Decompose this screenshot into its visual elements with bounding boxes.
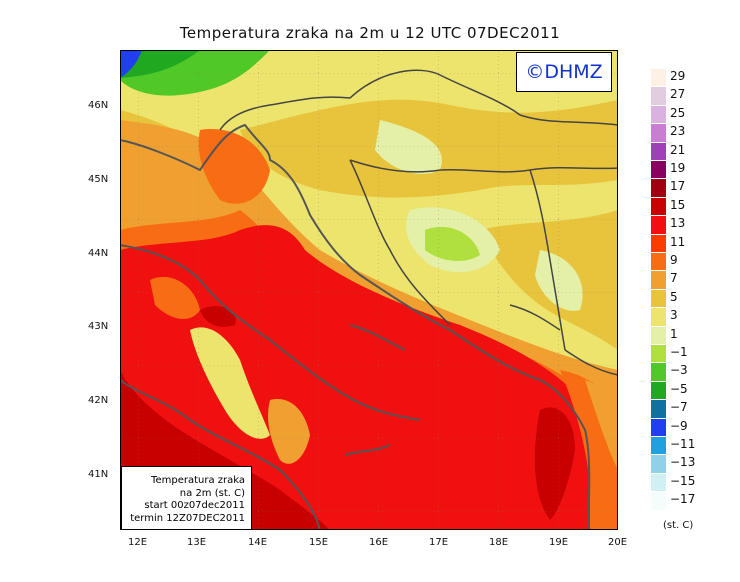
legend-label: −13	[670, 455, 696, 470]
legend-swatch	[651, 178, 666, 197]
info-line-3: start 00z07dec2011	[144, 500, 245, 511]
legend-label: −1	[670, 345, 688, 359]
lon-label: 14E	[248, 537, 268, 548]
lon-label: 19E	[549, 537, 569, 548]
legend-swatch	[651, 196, 666, 216]
lon-label: 20E	[608, 537, 628, 548]
legend-label: 23	[670, 124, 686, 139]
legend-label: 29	[670, 69, 686, 83]
legend-swatch	[651, 399, 666, 418]
lon-label: 16E	[369, 537, 389, 548]
legend-label: −17	[670, 492, 696, 507]
legend-swatch	[651, 436, 666, 455]
legend-unit: (st. C)	[663, 520, 694, 531]
info-box: Temperatura zraka na 2m (st. C) start 00…	[121, 466, 252, 530]
legend-swatch	[651, 123, 666, 142]
legend-swatch	[651, 215, 666, 234]
lat-label: 44N	[88, 248, 109, 259]
lat-label: 41N	[88, 469, 109, 480]
lon-label: 12E	[128, 537, 148, 548]
graticule	[120, 50, 618, 530]
legend-label: 17	[670, 179, 686, 194]
legend-swatch	[651, 160, 666, 179]
legend-swatch	[651, 68, 666, 87]
info-line-2: na 2m (st. C)	[179, 487, 245, 499]
coastlines	[120, 124, 591, 530]
legend-label: −11	[670, 437, 696, 451]
legend-swatch	[651, 86, 666, 105]
legend-label: −15	[670, 473, 696, 488]
legend-swatch	[651, 325, 666, 344]
borders	[219, 69, 618, 376]
lat-label: 45N	[88, 174, 109, 185]
lon-label: 18E	[489, 537, 509, 548]
legend-label: 5	[670, 289, 678, 304]
lat-label: 42N	[88, 395, 109, 406]
legend-swatch	[651, 288, 666, 308]
legend-swatch	[651, 417, 666, 436]
legend-swatch	[651, 491, 666, 510]
legend-label: 9	[670, 253, 678, 267]
lon-label: 17E	[429, 537, 449, 548]
legend-label: 25	[670, 105, 686, 120]
legend-swatch	[651, 362, 666, 381]
info-line-4: termin 12Z07DEC2011	[130, 512, 245, 524]
legend-label: 15	[670, 197, 686, 212]
legend-swatch	[651, 270, 666, 289]
legend-swatch	[651, 141, 666, 160]
lat-label: 43N	[88, 321, 109, 332]
legend-swatch	[651, 472, 666, 492]
legend-swatch	[651, 233, 666, 252]
legend-swatch	[651, 344, 666, 363]
info-line-1: Temperatura zraka	[151, 475, 245, 486]
temperature-map	[120, 50, 618, 530]
legend-label: 11	[670, 234, 686, 249]
legend-label: −9	[670, 418, 688, 433]
legend-swatch	[651, 454, 666, 473]
lon-label: 13E	[187, 537, 207, 548]
legend-label: −7	[670, 400, 688, 415]
map-title: Temperatura zraka na 2m u 12 UTC 07DEC20…	[179, 24, 561, 42]
lat-label: 46N	[88, 100, 109, 111]
legend-label: 27	[670, 87, 686, 102]
legend-label: 13	[670, 216, 686, 231]
legend-swatch	[651, 307, 666, 326]
legend-label: 3	[670, 308, 678, 323]
legend-label: 19	[670, 161, 686, 175]
legend-swatch	[651, 104, 666, 124]
legend-label: −3	[670, 363, 688, 378]
legend-label: 7	[670, 271, 678, 286]
lon-label: 15E	[309, 537, 329, 548]
legend-label: 1	[670, 326, 678, 341]
legend-label: −5	[670, 381, 688, 396]
legend-swatch	[651, 380, 666, 400]
legend-label: 21	[670, 142, 686, 157]
dhmz-logo: ©DHMZ	[516, 52, 612, 92]
legend-swatch	[651, 252, 666, 271]
